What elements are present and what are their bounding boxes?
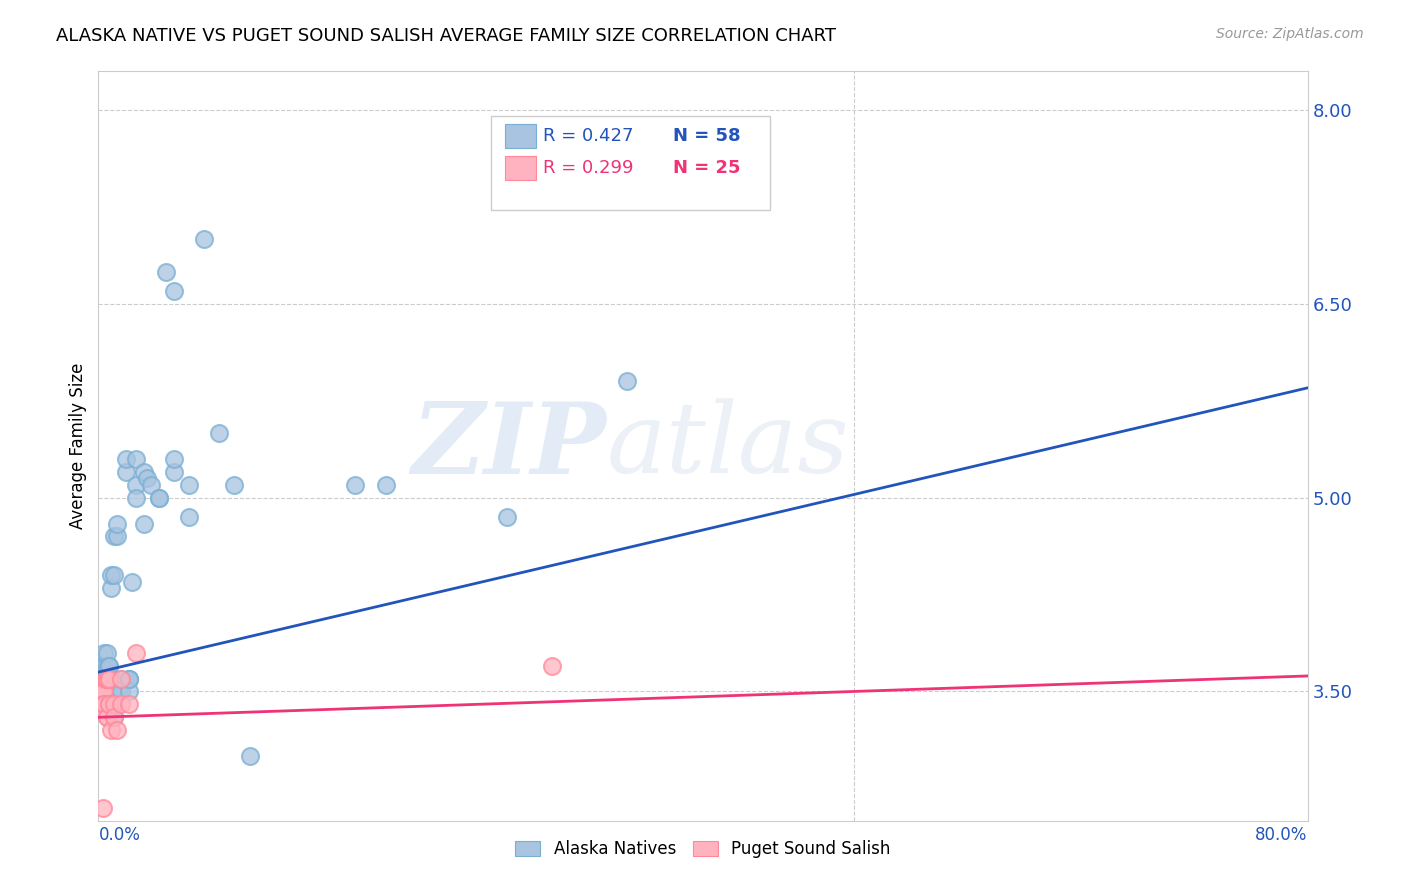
Point (163, 465, 186, 479)
Point (125, 451, 148, 466)
Point (208, 426, 231, 441)
Point (132, 516, 155, 531)
Point (103, 698, 125, 712)
Point (94, 684, 117, 698)
Point (125, 491, 148, 505)
Text: R = 0.427: R = 0.427 (543, 127, 634, 145)
Point (96, 646, 118, 660)
Text: ALASKA NATIVE VS PUGET SOUND SALISH AVERAGE FAMILY SIZE CORRELATION CHART: ALASKA NATIVE VS PUGET SOUND SALISH AVER… (56, 27, 837, 45)
Point (94, 698, 117, 712)
FancyBboxPatch shape (492, 116, 769, 210)
Point (96, 672, 118, 686)
Point (100, 568, 122, 582)
Point (96, 710, 118, 724)
Point (93, 698, 115, 712)
Point (110, 684, 132, 698)
Point (374, 477, 396, 491)
Point (135, 471, 157, 485)
Point (98, 698, 121, 712)
Point (93, 684, 115, 698)
Point (100, 581, 122, 595)
Point (94, 672, 117, 686)
Point (239, 749, 262, 764)
Point (96, 710, 118, 724)
Point (224, 477, 246, 491)
Point (96, 658, 118, 673)
Point (163, 451, 186, 466)
Point (91, 684, 114, 698)
Point (110, 698, 132, 712)
Point (141, 477, 163, 491)
Point (94, 672, 117, 686)
Point (118, 684, 141, 698)
Point (155, 264, 177, 278)
Text: 80.0%: 80.0% (1256, 826, 1308, 844)
Text: ZIP: ZIP (412, 398, 606, 494)
Point (91, 698, 114, 712)
Point (101, 672, 124, 686)
Point (616, 375, 638, 389)
Point (103, 710, 125, 724)
Point (103, 529, 125, 543)
Point (179, 477, 201, 491)
Point (118, 672, 141, 686)
Point (540, 658, 562, 673)
Point (105, 516, 128, 531)
Point (103, 568, 125, 582)
Point (179, 510, 201, 524)
Legend: Alaska Natives, Puget Sound Salish: Alaska Natives, Puget Sound Salish (509, 833, 897, 864)
Point (344, 477, 367, 491)
Point (107, 684, 129, 698)
FancyBboxPatch shape (505, 124, 536, 148)
Point (103, 698, 125, 712)
Point (125, 646, 148, 660)
Point (93, 658, 115, 673)
Point (110, 672, 132, 686)
Point (94, 672, 117, 686)
Point (93, 698, 115, 712)
Point (193, 232, 215, 246)
Text: N = 58: N = 58 (672, 127, 741, 145)
Point (91, 658, 114, 673)
Text: R = 0.299: R = 0.299 (543, 159, 634, 177)
Point (110, 672, 132, 686)
Point (114, 451, 136, 466)
Point (107, 684, 129, 698)
Point (163, 284, 186, 298)
Point (118, 698, 141, 712)
Text: 0.0%: 0.0% (98, 826, 141, 844)
Point (90, 684, 112, 698)
Point (148, 491, 170, 505)
Point (132, 465, 155, 479)
Point (114, 465, 136, 479)
FancyBboxPatch shape (505, 156, 536, 180)
Point (94, 672, 117, 686)
Point (105, 723, 128, 738)
Point (91, 684, 114, 698)
Point (100, 723, 122, 738)
Y-axis label: Average Family Size: Average Family Size (69, 363, 87, 529)
Point (98, 658, 121, 673)
Point (94, 684, 117, 698)
Point (98, 672, 121, 686)
Point (91, 801, 114, 815)
Point (90, 658, 112, 673)
Point (125, 477, 148, 491)
Point (118, 672, 141, 686)
Text: N = 25: N = 25 (672, 159, 741, 177)
Text: atlas: atlas (606, 399, 849, 493)
Point (121, 574, 143, 589)
Text: Source: ZipAtlas.com: Source: ZipAtlas.com (1216, 27, 1364, 41)
Point (105, 529, 128, 543)
Point (495, 510, 517, 524)
Point (98, 698, 121, 712)
Point (148, 491, 170, 505)
Point (98, 658, 121, 673)
Point (93, 646, 115, 660)
Point (103, 710, 125, 724)
Point (98, 672, 121, 686)
Point (96, 672, 118, 686)
Point (118, 672, 141, 686)
